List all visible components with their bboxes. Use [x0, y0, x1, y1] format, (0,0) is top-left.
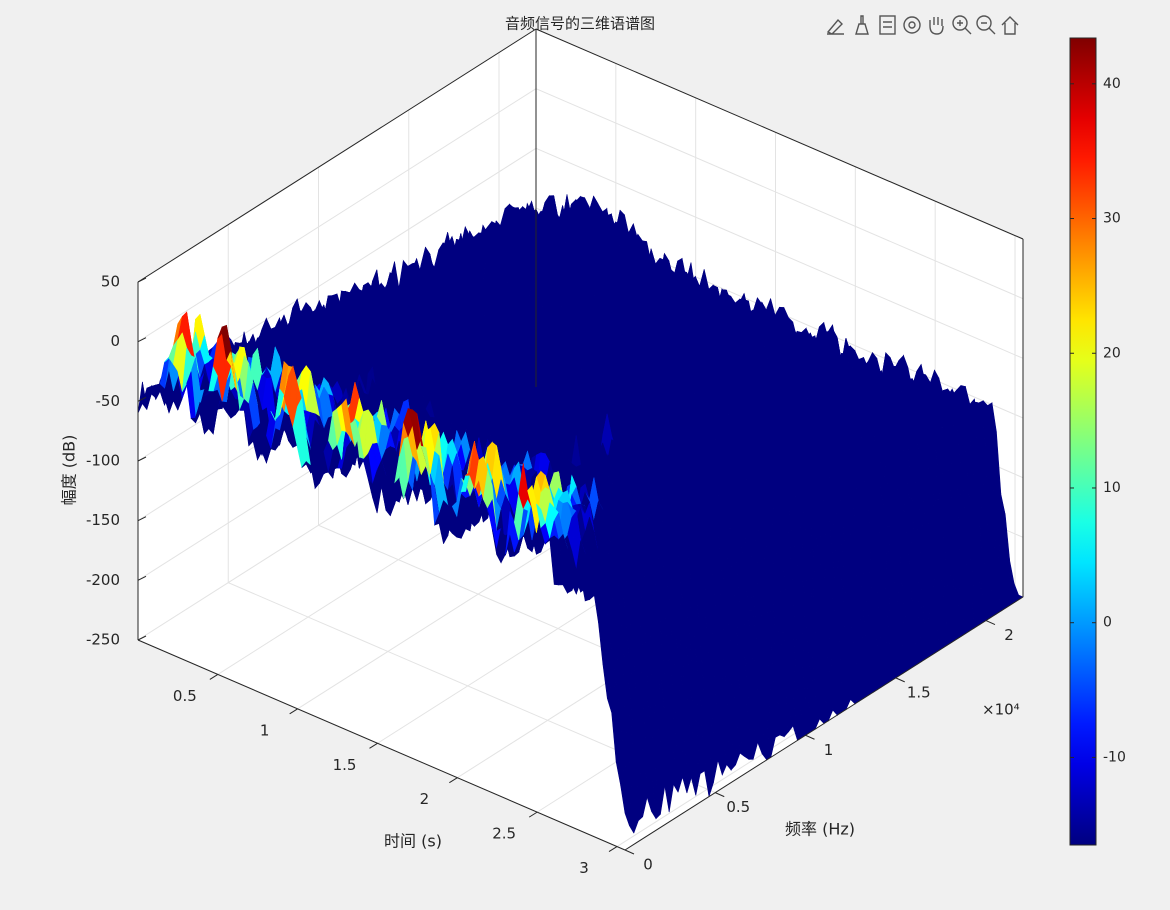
grid-line [137, 88, 537, 343]
grid-line [535, 147, 1024, 359]
surface [137, 194, 1024, 834]
grid-line [535, 88, 1024, 300]
